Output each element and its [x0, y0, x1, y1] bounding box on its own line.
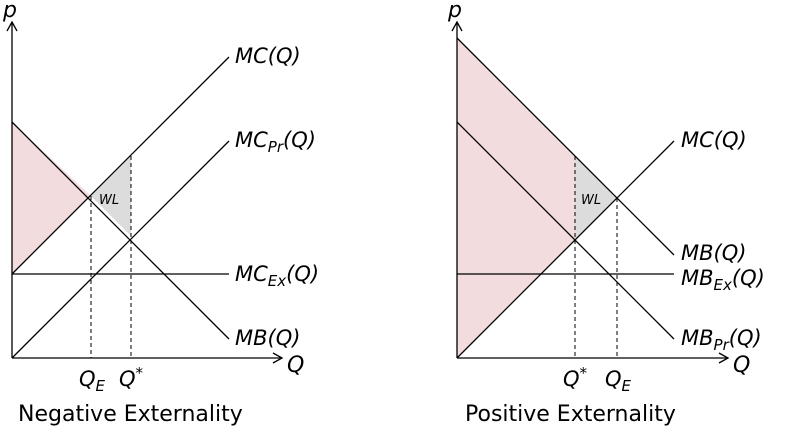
panel-caption: Positive Externality	[465, 402, 676, 427]
y-axis-label: p	[2, 0, 17, 23]
q-star-tick-label: Q*	[119, 364, 144, 391]
surplus-region	[12, 122, 91, 274]
welfare-loss-region	[575, 156, 617, 240]
mc-pr-curve	[11, 140, 230, 359]
x-axis-arrow	[718, 352, 730, 364]
y-axis-label: p	[447, 0, 462, 23]
q-e-tick-label: QE	[79, 367, 106, 395]
y-axis-arrow	[451, 20, 463, 32]
mc-curve-label: MC(Q)	[681, 128, 747, 152]
surplus-region	[457, 38, 575, 358]
mc-curve	[456, 140, 675, 359]
q-star-tick-label: Q*	[563, 364, 588, 391]
welfare-loss-label: WL	[99, 193, 119, 208]
x-axis-label: Q	[287, 353, 304, 378]
mc-ex-curve-label: MCEx(Q)	[235, 262, 319, 290]
mc-pr-curve-label: MCPr(Q)	[235, 128, 316, 156]
mc-curve-label: MC(Q)	[235, 44, 301, 68]
welfare-loss-region	[91, 156, 131, 236]
x-axis-label: Q	[733, 353, 750, 378]
positive-externality-panel: p Q WL MC(Q) MB(Q) MBEx(Q) MBPr(Q) Q* QE…	[447, 0, 765, 427]
x-axis-arrow	[272, 352, 284, 364]
mb-curve-label: MB(Q)	[235, 326, 300, 350]
mb-curve	[11, 121, 230, 340]
q-e-tick-label: QE	[605, 367, 632, 395]
y-axis-arrow	[6, 20, 18, 32]
mb-pr-curve	[456, 121, 675, 340]
welfare-loss-label: WL	[581, 193, 601, 208]
mb-ex-curve-label: MBEx(Q)	[681, 266, 765, 294]
negative-externality-panel: p Q WL MC(Q) MCPr(Q) MCEx(Q) MB(Q) QE Q*…	[2, 0, 319, 427]
mb-curve-label: MB(Q)	[681, 241, 746, 265]
mb-curve	[456, 37, 675, 256]
panel-caption: Negative Externality	[18, 402, 243, 427]
mb-pr-curve-label: MBPr(Q)	[681, 326, 762, 354]
mc-curve	[11, 56, 230, 275]
